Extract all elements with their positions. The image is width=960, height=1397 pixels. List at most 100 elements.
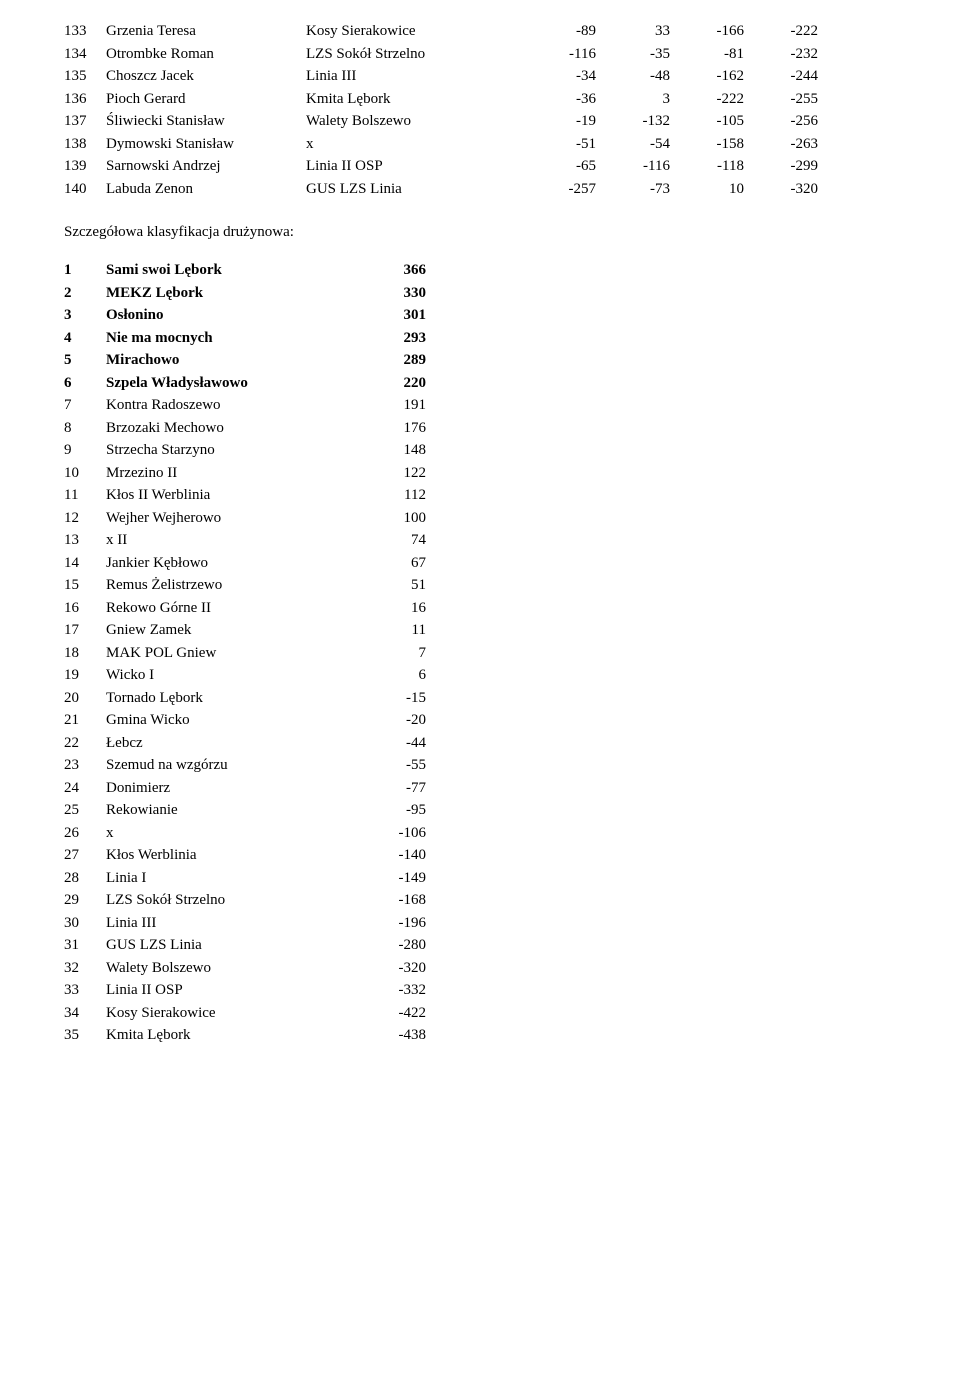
results-team: LZS Sokół Strzelno	[306, 43, 526, 66]
results-rank: 134	[64, 43, 106, 66]
results-name: Grzenia Teresa	[106, 20, 306, 43]
team-rank: 34	[64, 1002, 106, 1025]
team-rank: 27	[64, 844, 106, 867]
results-v1: -257	[526, 178, 606, 201]
table-row: 14Jankier Kębłowo67	[64, 552, 426, 575]
table-row: 25Rekowianie-95	[64, 799, 426, 822]
team-name: Linia III	[106, 912, 366, 935]
team-score: 112	[366, 484, 426, 507]
results-v1: -51	[526, 133, 606, 156]
table-row: 8Brzozaki Mechowo176	[64, 417, 426, 440]
table-row: 19Wicko I6	[64, 664, 426, 687]
team-score: -422	[366, 1002, 426, 1025]
team-rank: 14	[64, 552, 106, 575]
table-row: 9Strzecha Starzyno148	[64, 439, 426, 462]
results-v4: -320	[754, 178, 818, 201]
table-row: 22Łebcz-44	[64, 732, 426, 755]
page: 133Grzenia TeresaKosy Sierakowice-8933-1…	[0, 0, 960, 1087]
team-score: -280	[366, 934, 426, 957]
table-row: 140Labuda ZenonGUS LZS Linia-257-7310-32…	[64, 178, 818, 201]
results-v3: -166	[680, 20, 754, 43]
results-rank: 135	[64, 65, 106, 88]
results-v4: -299	[754, 155, 818, 178]
results-v4: -256	[754, 110, 818, 133]
team-name: x	[106, 822, 366, 845]
results-team: Kmita Lębork	[306, 88, 526, 111]
results-table: 133Grzenia TeresaKosy Sierakowice-8933-1…	[64, 20, 818, 200]
team-rank: 26	[64, 822, 106, 845]
team-name: x II	[106, 529, 366, 552]
table-row: 18MAK POL Gniew7	[64, 642, 426, 665]
team-rank: 22	[64, 732, 106, 755]
team-name: Mirachowo	[106, 349, 366, 372]
team-rank: 29	[64, 889, 106, 912]
table-row: 31GUS LZS Linia-280	[64, 934, 426, 957]
results-v2: -73	[606, 178, 680, 201]
team-name: Mrzezino II	[106, 462, 366, 485]
team-rank: 30	[64, 912, 106, 935]
team-score: -168	[366, 889, 426, 912]
table-row: 134Otrombke RomanLZS Sokół Strzelno-116-…	[64, 43, 818, 66]
results-name: Pioch Gerard	[106, 88, 306, 111]
team-name: Brzozaki Mechowo	[106, 417, 366, 440]
team-rank: 35	[64, 1024, 106, 1047]
table-row: 4Nie ma mocnych293	[64, 327, 426, 350]
table-row: 7Kontra Radoszewo191	[64, 394, 426, 417]
team-score: 176	[366, 417, 426, 440]
team-name: Szemud na wzgórzu	[106, 754, 366, 777]
team-rank: 2	[64, 282, 106, 305]
team-score: 148	[366, 439, 426, 462]
results-rank: 137	[64, 110, 106, 133]
team-rank: 21	[64, 709, 106, 732]
team-name: Wicko I	[106, 664, 366, 687]
results-v4: -255	[754, 88, 818, 111]
team-name: LZS Sokół Strzelno	[106, 889, 366, 912]
team-rank: 24	[64, 777, 106, 800]
subtitle: Szczegółowa klasyfikacja drużynowa:	[64, 224, 896, 241]
team-score: -55	[366, 754, 426, 777]
table-row: 12Wejher Wejherowo100	[64, 507, 426, 530]
team-score: 301	[366, 304, 426, 327]
team-score: -15	[366, 687, 426, 710]
results-v1: -19	[526, 110, 606, 133]
table-row: 135Choszcz JacekLinia III-34-48-162-244	[64, 65, 818, 88]
team-rank: 9	[64, 439, 106, 462]
team-rank: 1	[64, 259, 106, 282]
table-row: 3Osłonino301	[64, 304, 426, 327]
team-name: Łebcz	[106, 732, 366, 755]
team-name: Rekowo Górne II	[106, 597, 366, 620]
team-score: 122	[366, 462, 426, 485]
team-score: -77	[366, 777, 426, 800]
team-name: Strzecha Starzyno	[106, 439, 366, 462]
team-rank: 31	[64, 934, 106, 957]
team-rank: 13	[64, 529, 106, 552]
team-score: -196	[366, 912, 426, 935]
team-rank: 11	[64, 484, 106, 507]
team-name: Donimierz	[106, 777, 366, 800]
team-score: -20	[366, 709, 426, 732]
results-v3: -222	[680, 88, 754, 111]
team-rank: 3	[64, 304, 106, 327]
team-name: Linia II OSP	[106, 979, 366, 1002]
results-v1: -36	[526, 88, 606, 111]
team-score: 74	[366, 529, 426, 552]
team-score: 67	[366, 552, 426, 575]
results-v4: -232	[754, 43, 818, 66]
team-name: Rekowianie	[106, 799, 366, 822]
team-score: 191	[366, 394, 426, 417]
team-rank: 23	[64, 754, 106, 777]
results-v1: -116	[526, 43, 606, 66]
results-name: Labuda Zenon	[106, 178, 306, 201]
table-row: 16Rekowo Górne II16	[64, 597, 426, 620]
team-name: Osłonino	[106, 304, 366, 327]
team-name: GUS LZS Linia	[106, 934, 366, 957]
results-v1: -89	[526, 20, 606, 43]
team-name: Gmina Wicko	[106, 709, 366, 732]
results-v4: -263	[754, 133, 818, 156]
results-v1: -65	[526, 155, 606, 178]
table-row: 137Śliwiecki StanisławWalety Bolszewo-19…	[64, 110, 818, 133]
table-row: 35Kmita Lębork-438	[64, 1024, 426, 1047]
results-v3: -105	[680, 110, 754, 133]
results-v2: -54	[606, 133, 680, 156]
table-row: 15Remus Żelistrzewo51	[64, 574, 426, 597]
